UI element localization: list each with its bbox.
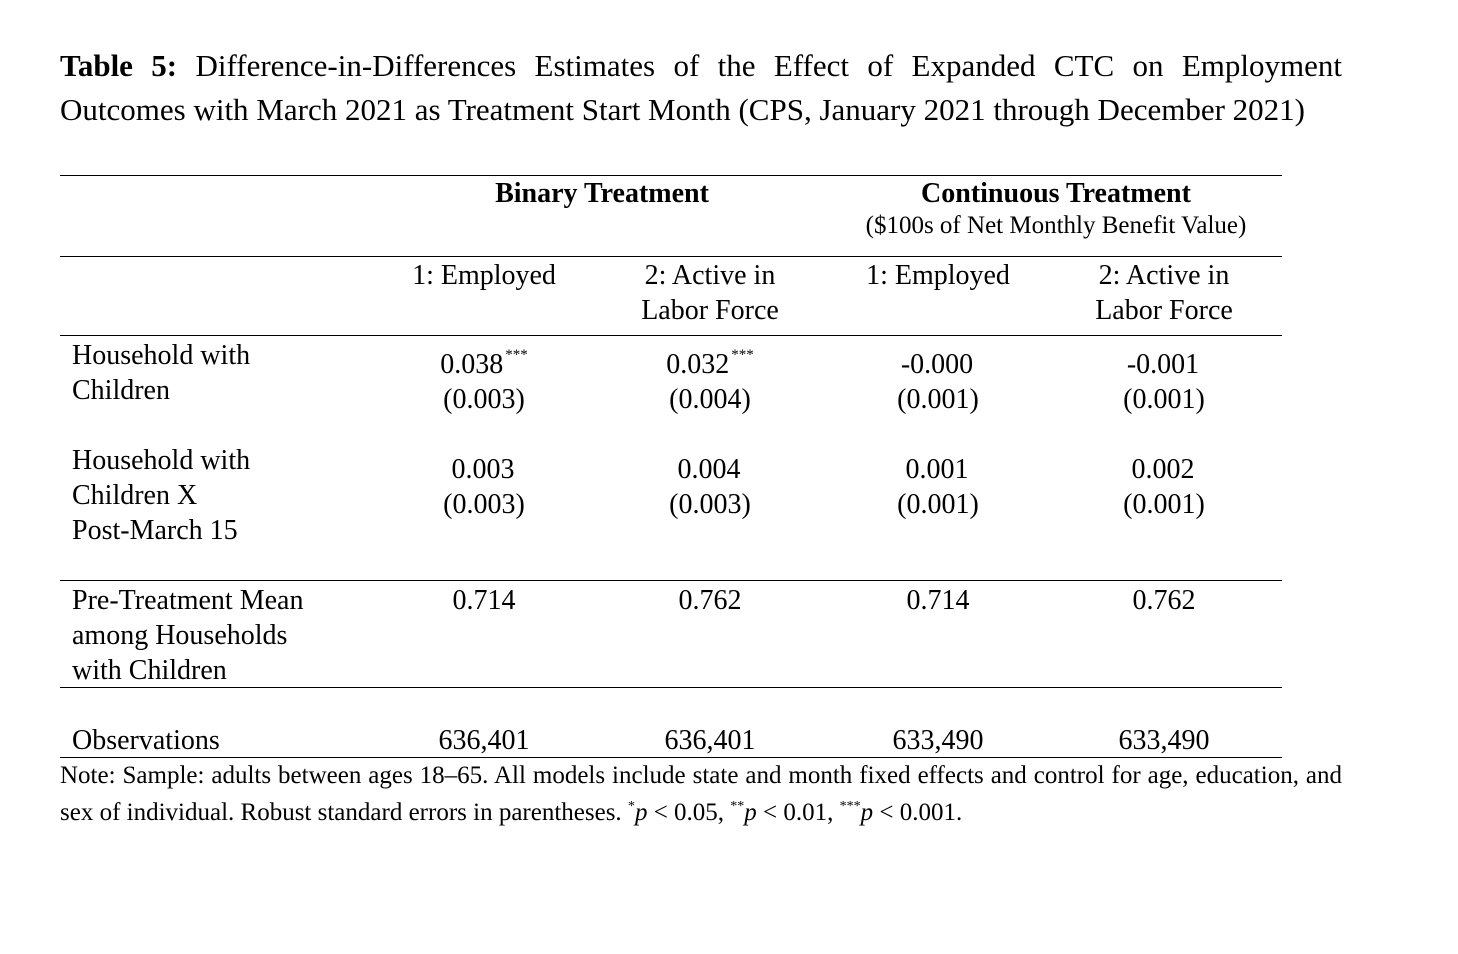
table-cell: 633,490	[1118, 725, 1210, 756]
table-cell: -0.000 (0.001)	[897, 349, 979, 415]
column-header-2: 2: Active in Labor Force	[641, 260, 779, 326]
group-underline-continuous	[828, 175, 1282, 176]
table-cell: 0.714	[452, 585, 516, 616]
group-subheader-continuous: ($100s of Net Monthly Benefit Value)	[865, 212, 1247, 239]
table-cell: 0.714	[906, 585, 970, 616]
table-cell: 0.002 (0.001)	[1123, 454, 1205, 520]
top-rule	[60, 175, 1282, 176]
table-cell: 636,401	[438, 725, 530, 756]
table-cell: 0.032 *** (0.004)	[666, 347, 754, 415]
significance-legend: *p < 0.05, **p < 0.01, ***p < 0.001.	[627, 799, 963, 826]
header-rule	[60, 256, 1282, 257]
pretreatment-top-rule	[60, 580, 1282, 581]
column-header-4: 2: Active in Labor Force	[1095, 260, 1233, 326]
table-cell: 636,401	[664, 725, 756, 756]
table-cell: 0.003 (0.003)	[443, 454, 525, 520]
pretreatment-bottom-rule	[60, 687, 1282, 688]
row-label-observations: Observations	[72, 725, 220, 756]
row-label-household-with-children: Household with Children	[72, 340, 251, 406]
table-cell: 0.001 (0.001)	[897, 454, 979, 520]
group-header-binary: Binary Treatment	[495, 178, 709, 209]
column-header-3: 1: Employed	[866, 260, 1010, 291]
bottom-rule	[60, 757, 1282, 758]
table-cell: 0.038 *** (0.003)	[440, 347, 528, 415]
column-header-1: 1: Employed	[412, 260, 556, 291]
table-cell: -0.001 (0.001)	[1123, 349, 1205, 415]
row-label-pretreatment-mean: Pre-Treatment Mean among Households with C…	[72, 585, 304, 686]
table-cell: 0.762	[678, 585, 742, 616]
table-title: Difference-in-Differences Estimates of t…	[60, 48, 1342, 127]
row-label-household-with-children-x-post: Household with Children X Post-March 15	[72, 445, 251, 546]
table-label: Table 5:	[60, 48, 178, 83]
column-header-rule	[60, 335, 1282, 336]
table-cell: 633,490	[892, 725, 984, 756]
table-note: Note: Sample: adults between ages 18–65.…	[60, 760, 1342, 828]
table-cell: 0.762	[1132, 585, 1196, 616]
table-caption: Table 5: Difference-in-Differences Estim…	[60, 44, 1342, 132]
table-cell: 0.004 (0.003)	[669, 454, 751, 520]
note-text: Note: Sample: adults between ages 18–65.…	[60, 762, 1342, 826]
group-header-continuous: Continuous Treatment	[921, 178, 1191, 209]
